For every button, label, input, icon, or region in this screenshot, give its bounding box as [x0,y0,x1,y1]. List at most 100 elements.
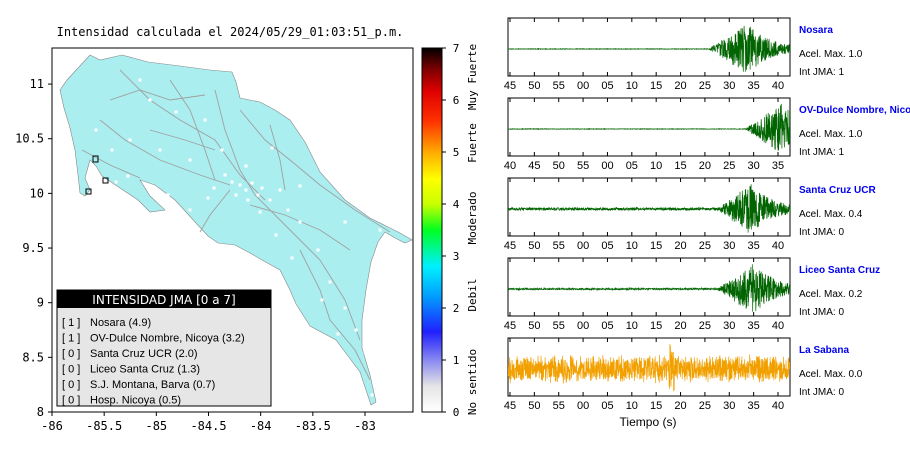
legend-item-code: [ 0 ] [62,364,80,376]
panel-tick-label: 40 [772,320,784,332]
town-marker [354,328,358,332]
seismogram-panel: 45 50 55 00 05 10 15 20 25 30 35 40 Santa Cruz UCR Ac… [504,177,876,252]
station-name: Liceo Santa Cruz [799,265,880,276]
town-marker [328,280,332,284]
town-marker [370,393,374,397]
town-marker [256,193,260,197]
legend-item-label: OV-Dulce Nombre, Nicoya (3.2) [90,333,245,345]
town-marker [148,98,152,102]
seismogram-panels: 45 50 55 00 05 10 15 20 25 30 35 40 Nosara Acel. Max.… [504,17,910,412]
map-y-tick-label: 10 [30,186,44,200]
map-x-tick-label: -86 [41,419,63,433]
town-marker [230,180,234,184]
legend-box [56,289,272,407]
panel-tick-label: 55 [553,400,565,412]
panel-tick-label: 35 [772,160,784,172]
panel-tick-label: 20 [674,400,686,412]
map-y-tick-label: 8 [37,405,44,419]
town-marker [244,164,248,168]
panel-tick-label: 45 [528,160,540,172]
panel-tick-label: 45 [504,80,516,92]
seismogram-panel: 45 50 55 00 05 10 15 20 25 30 35 40 Liceo Santa Cruz… [504,257,880,332]
road [239,109,391,233]
panel-tick-label: 15 [650,240,662,252]
legend-item-code: [ 1 ] [62,317,80,329]
map-panel: -86 -85.5 -85 -84.5 -84 -83.5 -83 11 10.5 10 9.5 9… [15,47,414,433]
map-y-tick-label: 9.5 [22,241,44,255]
town-marker [220,148,224,152]
panel-tick-label: 00 [577,320,589,332]
panel-tick-label: 15 [650,320,662,332]
map-y-axis: 11 10.5 10 9.5 9 8.5 8 [15,77,52,419]
town-marker [114,180,118,184]
colorbar-category-label: Muy Fuerte [466,44,479,110]
station-marker-nosara [85,188,92,195]
station-accel: Acel. Max. 0.4 [799,209,863,220]
panel-tick-label: 15 [650,80,662,92]
town-marker [234,193,238,197]
town-marker [188,158,192,162]
panel-tick-label: 25 [723,160,735,172]
town-marker [268,198,272,202]
town-marker [238,183,242,187]
legend-title-bar [57,290,271,308]
panel-tick-label: 30 [723,320,735,332]
colorbar-tick-label: 0 [453,406,460,419]
town-marker [166,193,170,197]
colorbar-tick-label: 2 [453,302,460,315]
town-marker [316,248,320,252]
station-name: OV-Dulce Nombre, Nicoya [799,105,910,116]
panel-tick-label: 55 [553,80,565,92]
station-jma: Int JMA: 0 [799,387,844,398]
colorbar: 0 1 2 3 4 5 6 7 No sentido Debil Moderado Fuerte Mu… [421,42,479,419]
legend-item-label: Hosp. Nicoya (0.5) [90,395,181,407]
town-marker [174,110,178,114]
legend-item-label: Santa Cruz UCR (2.0) [90,348,198,360]
station-jma: Int JMA: 0 [799,227,844,238]
colorbar-category-label: Debil [466,278,479,311]
road [149,129,216,151]
panel-tick-label: 55 [577,160,589,172]
station-jma: Int JMA: 1 [799,67,844,78]
waveform-trace [508,25,790,72]
panel-tick-label: 45 [504,320,516,332]
station-marker-nicoya [102,177,109,184]
panel-tick-label: 05 [601,400,613,412]
waveform-trace [508,264,790,312]
map-y-tick-label: 9 [37,296,44,310]
panel-tick-label: 05 [626,160,638,172]
station-name: Santa Cruz UCR [799,185,876,196]
station-accel: Acel. Max. 0.0 [799,369,863,380]
panel-tick-label: 25 [699,240,711,252]
panel-frame [507,97,791,157]
town-marker [363,350,367,354]
legend-item-code: [ 0 ] [62,395,80,407]
colorbar-category-labels: No sentido Debil Moderado Fuerte Muy Fuerte [466,44,479,415]
station-jma: Int JMA: 1 [799,147,844,158]
legend-items: [ 1 ] Nosara (4.9) [ 1 ] OV-Dulce Nombre, N… [62,317,245,407]
panel-tick-label: 35 [748,400,760,412]
panel-tick-label: 00 [601,160,613,172]
town-marker [203,118,207,122]
map-x-tick-label: -85.5 [86,419,122,433]
town-marker [250,181,254,185]
town-marker [343,220,347,224]
road [199,189,231,233]
panel-tick-label: 10 [626,320,638,332]
panel-tick-label: 25 [699,400,711,412]
panel-tick-label: 05 [601,240,613,252]
panel-tick-label: 35 [748,80,760,92]
road [81,149,141,179]
town-marker [110,148,114,152]
map-y-tick-label: 8.5 [22,350,44,364]
station-jma: Int JMA: 0 [799,307,844,318]
road [99,119,231,186]
road-network [81,69,391,381]
town-marker [260,186,264,190]
panel-tick-label: 55 [553,320,565,332]
station-accel: Acel. Max. 1.0 [799,49,863,60]
town-marker [246,198,250,202]
town-marker [290,256,294,260]
legend-title: INTENSIDAD JMA [0 a 7] [92,293,235,307]
town-marker [270,146,274,150]
